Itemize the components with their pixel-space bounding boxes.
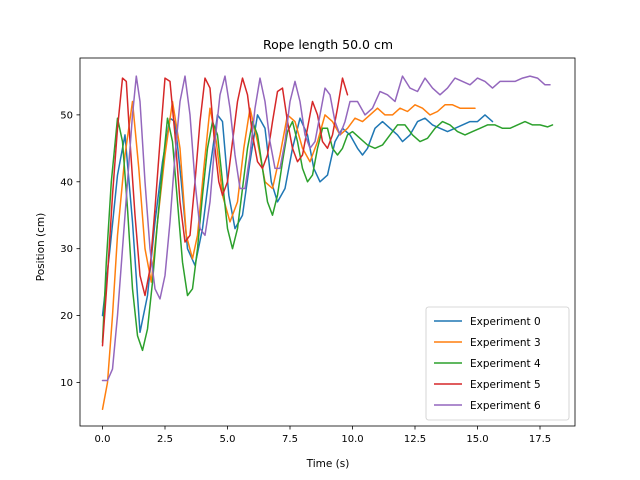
legend-label-3: Experiment 5: [470, 379, 541, 391]
legend-label-4: Experiment 6: [470, 400, 541, 412]
y-tick-label: 30: [60, 244, 73, 255]
x-tick-label: 17.5: [529, 434, 551, 445]
plot-area: [79, 57, 576, 427]
y-tick-label: 20: [60, 311, 73, 322]
x-tick-label: 12.5: [404, 434, 426, 445]
legend: Experiment 0 Experiment 3 Experiment 4 Expe…: [425, 306, 570, 421]
x-tick-label: 0.0: [95, 434, 111, 445]
x-tick-label: 5.0: [220, 434, 236, 445]
y-tick-label: 50: [60, 110, 73, 121]
axes-frame: [79, 57, 576, 427]
x-tick-label: 10.0: [341, 434, 363, 445]
x-axis-ticks: 0.0 2.5 5.0 7.5 10.0 12.5 15.0 17.5: [95, 426, 551, 445]
legend-label-2: Experiment 4: [470, 358, 541, 370]
y-tick-label: 10: [60, 378, 73, 389]
legend-label-1: Experiment 3: [470, 337, 541, 349]
x-tick-label: 15.0: [466, 434, 488, 445]
y-axis-ticks: 10 20 30 40 50: [60, 110, 80, 389]
x-tick-label: 7.5: [282, 434, 298, 445]
y-axis-label: Position (cm): [35, 213, 47, 281]
y-tick-label: 40: [60, 177, 73, 188]
x-axis-label: Time (s): [306, 458, 350, 470]
x-tick-label: 2.5: [157, 434, 173, 445]
series-line-2: [101, 117, 554, 352]
legend-box: [425, 306, 570, 421]
chart-title: Rope length 50.0 cm: [263, 37, 393, 52]
legend-label-0: Experiment 0: [470, 316, 541, 328]
series-line-4: [101, 75, 551, 382]
